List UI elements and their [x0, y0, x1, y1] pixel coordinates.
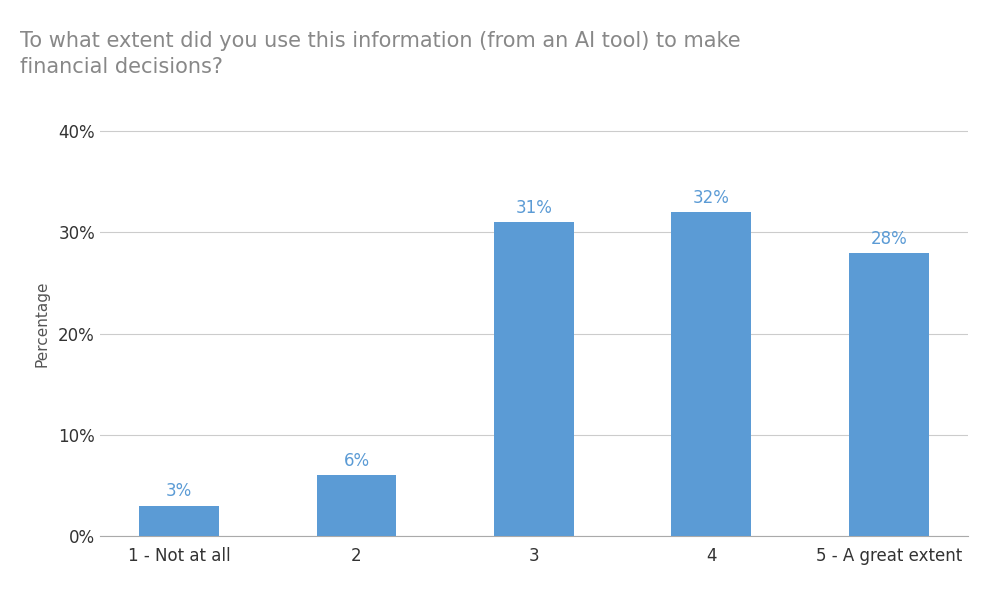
Bar — [672, 212, 751, 536]
Text: 32%: 32% — [693, 189, 730, 207]
Bar — [494, 222, 574, 536]
Y-axis label: Percentage: Percentage — [35, 280, 50, 367]
Bar — [316, 475, 396, 536]
Text: 28%: 28% — [870, 230, 907, 248]
Bar — [848, 253, 928, 536]
Text: 31%: 31% — [516, 199, 552, 217]
Text: To what extent did you use this information (from an AI tool) to make
financial : To what extent did you use this informat… — [20, 31, 741, 77]
Text: 3%: 3% — [166, 482, 193, 500]
Text: 6%: 6% — [343, 452, 369, 470]
Bar — [140, 506, 220, 536]
